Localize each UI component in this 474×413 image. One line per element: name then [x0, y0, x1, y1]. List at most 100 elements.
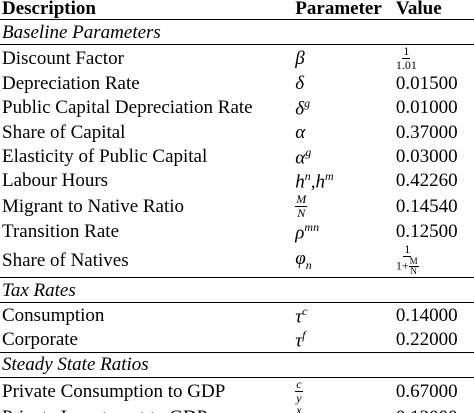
subscript: n — [305, 258, 312, 273]
data-row: Public Capital Depreciation Rate δg 0.0100… — [0, 96, 474, 120]
math-text: α — [295, 121, 306, 143]
table-body: Baseline Parameters Discount Factor β 1 1.01… — [0, 18, 474, 413]
parameter: ρmn — [293, 219, 394, 243]
math-text: 0.14000 — [395, 304, 458, 326]
math-text: M — [296, 191, 307, 206]
math-text: 0.67000 — [395, 380, 458, 402]
superscript: n — [304, 169, 311, 184]
value: 0.03000 — [394, 144, 474, 168]
math-text: c — [296, 377, 302, 392]
description: Elasticity of Public Capital — [2, 146, 208, 168]
superscript: mn — [304, 219, 320, 234]
math-text: M — [409, 256, 418, 267]
section-row: Steady State Ratios — [0, 351, 474, 379]
parameter: hn,hm — [293, 169, 394, 193]
parameter: xy — [293, 404, 394, 413]
data-row: Corporate τf 0.22000 — [0, 328, 474, 353]
math-text: 0.42260 — [395, 170, 458, 192]
math-base: φ — [295, 248, 306, 270]
section-title: Baseline Parameters — [0, 18, 474, 46]
math-text: 1 — [403, 44, 410, 59]
numerator: M — [408, 256, 419, 268]
value: 0.12500 — [394, 219, 474, 243]
data-row: Share of Capital α 0.37000 — [0, 120, 474, 144]
math-text: x — [296, 403, 302, 413]
description: Public Capital Depreciation Rate — [2, 97, 253, 119]
data-row: Share of Natives φn 1 1+ M N — [0, 243, 474, 277]
denominator: N — [297, 205, 306, 220]
math-text: , — [310, 171, 316, 193]
data-row: Labour Hours hn,hm 0.42260 — [0, 169, 474, 193]
denominator: y — [296, 390, 302, 405]
value: 0.42260 — [394, 169, 474, 193]
parameter: τc — [293, 303, 394, 328]
description: Depreciation Rate — [2, 73, 140, 95]
section-title: Steady State Ratios — [0, 351, 474, 379]
superscript: g — [305, 144, 312, 159]
math-base: τ — [295, 330, 303, 352]
math-base: τ — [295, 306, 303, 328]
fraction: 1 1+ M N — [396, 243, 419, 276]
denominator: N — [410, 267, 417, 276]
numerator: x — [295, 404, 302, 413]
data-row: Migrant to Native Ratio M N 0.14540 — [0, 193, 474, 219]
math-text: 1+ — [395, 258, 409, 273]
denominator: 1+ M N — [395, 256, 419, 277]
math-text: β — [295, 47, 305, 69]
data-row: Transition Rate ρmn 0.12500 — [0, 219, 474, 243]
numerator: 1 — [402, 44, 411, 59]
value: 0.12000 — [394, 404, 474, 413]
description: Discount Factor — [2, 47, 124, 69]
math-text: 1.01 — [395, 57, 417, 72]
math-text: y — [296, 390, 302, 405]
description: Share of Natives — [2, 249, 129, 271]
header-value: Value — [393, 0, 474, 20]
value: 0.01000 — [394, 96, 474, 120]
value: 1 1.01 — [394, 45, 474, 72]
description: Private Consumption to GDP — [2, 380, 226, 402]
value: 0.14000 — [394, 303, 474, 328]
math-text: 0.37000 — [395, 121, 458, 143]
superscript: g — [304, 96, 311, 111]
fraction: 1 1.01 — [396, 45, 417, 71]
math-text: 0.03000 — [395, 146, 458, 168]
math-text: 0.12500 — [395, 220, 458, 242]
denominator: 1.01 — [396, 59, 417, 72]
parameter: δ — [293, 71, 394, 95]
description: Labour Hours — [2, 170, 109, 192]
value: 1 1+ M N — [394, 243, 474, 277]
math-base: α — [295, 147, 306, 169]
math-text: 0.12000 — [396, 407, 458, 413]
math-text: 0.22000 — [395, 329, 458, 351]
parameter: α — [293, 120, 394, 144]
data-row: Private Investment to GDPxy 0.12000 — [0, 404, 474, 413]
value: 0.37000 — [394, 120, 474, 144]
math-text: 0.01500 — [395, 73, 458, 95]
math-text: 0.01000 — [395, 97, 458, 119]
numerator: c — [295, 377, 303, 392]
math-text: N — [297, 205, 306, 220]
numerator: M — [295, 191, 308, 207]
parameter: φn — [293, 243, 394, 277]
section-title: Tax Rates — [0, 276, 474, 304]
math-text: δ — [295, 73, 305, 95]
data-row: Consumption τc 0.14000 — [0, 303, 474, 328]
value: 0.14540 — [394, 193, 474, 219]
description: Migrant to Native Ratio — [2, 195, 185, 217]
superscript: f — [302, 328, 306, 342]
superscript: m — [325, 169, 334, 184]
parameter: β — [293, 45, 394, 72]
numerator: 1 — [403, 243, 412, 258]
value: 0.67000 — [394, 378, 474, 405]
data-row: Depreciation Rate δ 0.01500 — [0, 71, 474, 95]
description: Transition Rate — [2, 220, 119, 242]
description: Share of Capital — [2, 121, 126, 143]
parameter: τf — [293, 328, 394, 353]
